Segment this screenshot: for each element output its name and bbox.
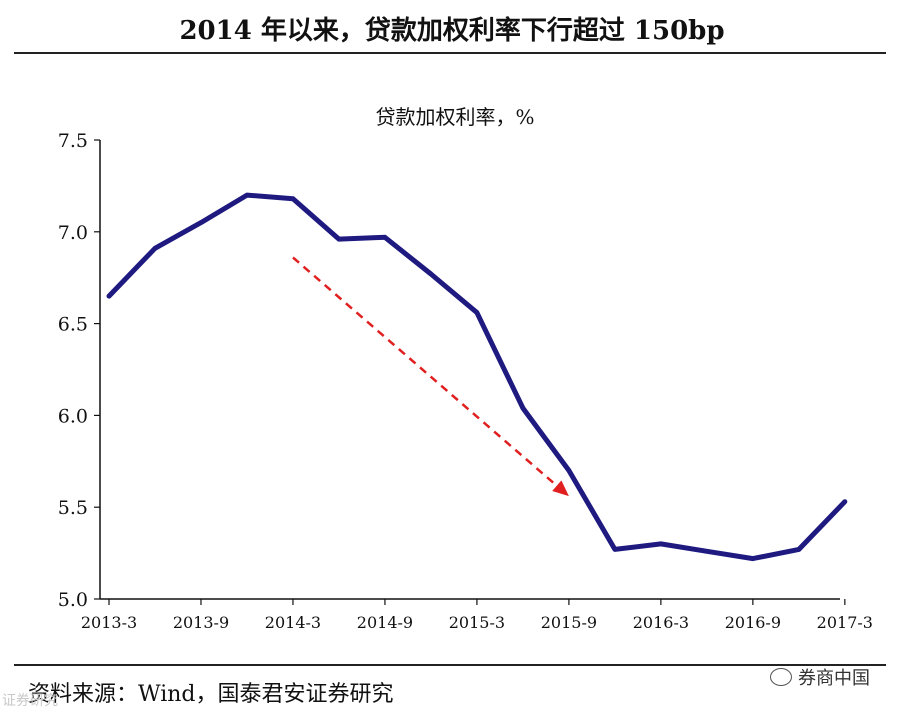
data-point [106,293,112,299]
dashed-arrow-shaft [292,256,558,487]
data-point [658,541,664,547]
x-tick-label: 2013-9 [173,613,229,632]
x-tick-label: 2016-3 [633,613,689,632]
arrow-head [552,480,569,497]
y-tick-label: 5.0 [58,589,88,611]
y-tick-label: 7.5 [58,130,88,152]
x-tick-label: 2014-3 [265,613,321,632]
bottom-divider [14,664,886,666]
data-point [474,310,480,315]
watermark-left: 证券研究 [2,693,58,709]
data-point [520,405,526,411]
series-line [106,192,848,562]
x-tick-label: 2014-9 [357,613,413,632]
data-point [198,220,204,225]
line-chart: 贷款加权利率，% 5.0 5.5 6.0 6.5 7.0 7.5 2013-3 2013-9 2… [58,105,873,632]
data-point [704,549,710,554]
tick-labels: 5.0 5.5 6.0 6.5 7.0 7.5 2013-3 2013-9 2014-3 2014… [58,130,873,632]
y-tick-label: 6.0 [58,405,88,427]
data-point [428,271,434,277]
data-point [382,235,388,240]
x-tick-label: 2016-9 [725,613,781,632]
chart-headline: 2014 年以来，贷款加权利率下行超过 150bp [179,16,725,46]
y-tick-label: 7.0 [58,222,88,244]
source-note: 资料来源：Wind，国泰君安证券研究 [28,682,394,707]
y-tick-label: 5.5 [58,497,88,519]
y-tick-label: 6.5 [58,314,88,336]
x-tick-label: 2017-3 [817,613,873,632]
data-point [842,499,848,504]
data-series [106,192,848,562]
chart-axes [94,139,846,605]
data-point [566,468,572,473]
wechat-icon [770,668,792,686]
top-divider [14,52,886,54]
x-tick-label: 2015-3 [449,613,505,632]
x-tick-label: 2015-9 [541,613,597,632]
trend-annotation [292,256,569,497]
watermark-right-text: 券商中国 [798,668,870,689]
data-point [796,547,802,552]
watermark-right: 券商中国 [770,664,870,690]
data-point [612,547,618,552]
data-point [290,196,296,201]
data-point [750,556,756,561]
chart-title: 贷款加权利率，% [375,105,534,129]
data-point [336,236,342,242]
data-point [244,192,250,198]
data-point [152,246,158,251]
x-tick-label: 2013-3 [81,613,137,632]
